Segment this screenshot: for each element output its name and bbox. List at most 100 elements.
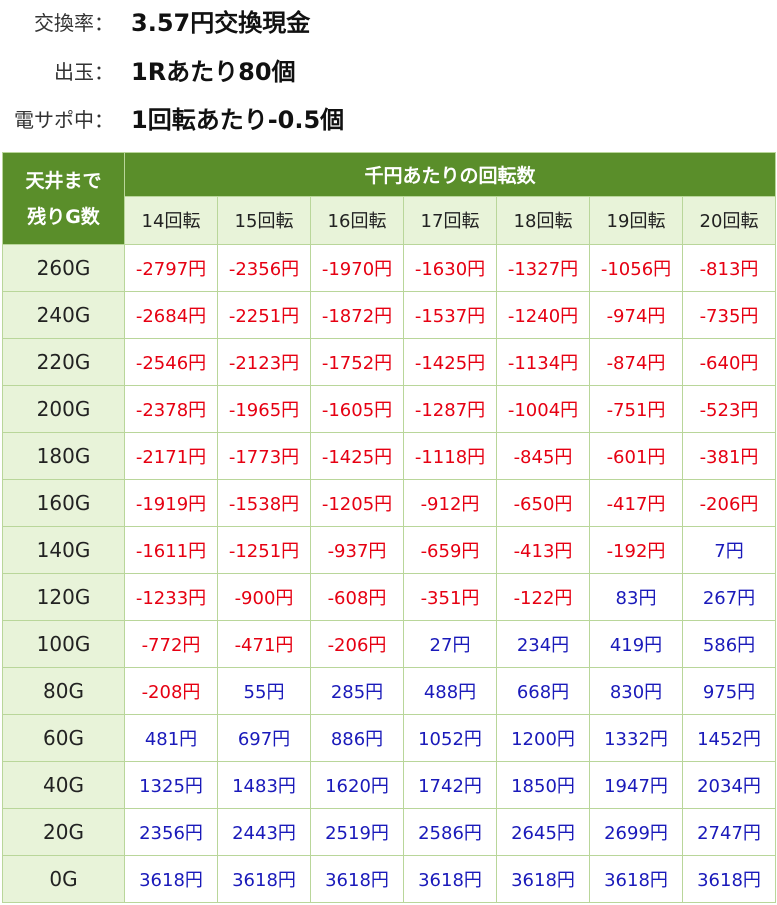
table-cell: -122円 (496, 573, 590, 621)
table-cell: 285円 (310, 667, 404, 715)
table-cell: -1773円 (217, 432, 311, 480)
table-cell: 3618円 (496, 855, 590, 903)
corner-header-line1: 天井まで (25, 169, 102, 192)
table-cell: 1452円 (682, 714, 776, 762)
table-cell: 3618円 (217, 855, 311, 903)
table-cell: 2645円 (496, 808, 590, 856)
row-header: 120G (2, 573, 125, 621)
row-header: 180G (2, 432, 125, 480)
table-cell: -845円 (496, 432, 590, 480)
table-row: 0G 3618円 3618円 3618円 3618円 3618円 3618円 3618円 (2, 855, 776, 903)
column-header: 20回転 (682, 195, 776, 246)
table-cell: -471円 (217, 620, 311, 668)
table-cell: -351円 (403, 573, 497, 621)
table-row: 180G -2171円 -1773円 -1425円 -1118円 -845円 -601円 -3… (2, 432, 776, 480)
row-header: 40G (2, 761, 125, 809)
table-row: 140G -1611円 -1251円 -937円 -659円 -413円 -192円 7円 (2, 526, 776, 574)
table-cell: -900円 (217, 573, 311, 621)
column-header: 19回転 (589, 195, 683, 246)
table-cell: -1056円 (589, 244, 683, 292)
table-cell: -640円 (682, 338, 776, 386)
table-cell: -417円 (589, 479, 683, 527)
table-cell: 3618円 (682, 855, 776, 903)
row-header: 240G (2, 291, 125, 339)
table-row: 80G -208円 55円 285円 488円 668円 830円 975円 (2, 667, 776, 715)
row-header: 80G (2, 667, 125, 715)
exchange-rate-label: 交換率： (34, 11, 114, 35)
spins-per-1000-header: 千円あたりの回転数 (124, 152, 776, 197)
table-row: 260G -2797円 -2356円 -1970円 -1630円 -1327円 -1056円… (2, 244, 776, 292)
table-cell: -1537円 (403, 291, 497, 339)
table-row: 220G -2546円 -2123円 -1752円 -1425円 -1134円 -874円 -… (2, 338, 776, 386)
row-header: 20G (2, 808, 125, 856)
table-cell: -1630円 (403, 244, 497, 292)
table-cell: -735円 (682, 291, 776, 339)
table-cell: 267円 (682, 573, 776, 621)
table-cell: 7円 (682, 526, 776, 574)
table-cell: 3618円 (124, 855, 218, 903)
table-cell: -1134円 (496, 338, 590, 386)
corner-header: 天井まで 残りG数 (2, 152, 125, 245)
table-cell: -1004円 (496, 385, 590, 433)
table-cell: 1483円 (217, 761, 311, 809)
table-cell: 2747円 (682, 808, 776, 856)
exchange-rate-value: 3.57円交換現金 (131, 9, 311, 37)
table-cell: 1850円 (496, 761, 590, 809)
table-cell: -1538円 (217, 479, 311, 527)
table-cell: 668円 (496, 667, 590, 715)
table-cell: -208円 (124, 667, 218, 715)
payout-value: 1Rあたり80個 (131, 58, 296, 86)
table-cell: 488円 (403, 667, 497, 715)
payout-label: 出玉： (54, 60, 114, 84)
table-cell: -751円 (589, 385, 683, 433)
table-cell: -206円 (682, 479, 776, 527)
table-cell: 481円 (124, 714, 218, 762)
table-row: 240G -2684円 -2251円 -1872円 -1537円 -1240円 -974円 -… (2, 291, 776, 339)
payout-row: 出玉： 1Rあたり80個 (0, 52, 777, 92)
row-header: 220G (2, 338, 125, 386)
table-cell: 419円 (589, 620, 683, 668)
table-cell: 27円 (403, 620, 497, 668)
table-cell: -1251円 (217, 526, 311, 574)
table-row: 200G -2378円 -1965円 -1605円 -1287円 -1004円 -751円 -… (2, 385, 776, 433)
table-cell: -1872円 (310, 291, 404, 339)
table-cell: 2443円 (217, 808, 311, 856)
table-cell: -2251円 (217, 291, 311, 339)
support-value: 1回転あたり-0.5個 (131, 106, 345, 134)
table-cell: -381円 (682, 432, 776, 480)
table-cell: 3618円 (310, 855, 404, 903)
table-cell: 2519円 (310, 808, 404, 856)
row-header: 60G (2, 714, 125, 762)
table-cell: -206円 (310, 620, 404, 668)
table-row: 40G 1325円 1483円 1620円 1742円 1850円 1947円 2034円 (2, 761, 776, 809)
table-row: 60G 481円 697円 886円 1052円 1200円 1332円 1452円 (2, 714, 776, 762)
table-cell: -912円 (403, 479, 497, 527)
table-cell: -1205円 (310, 479, 404, 527)
table-cell: -1965円 (217, 385, 311, 433)
table-cell: -601円 (589, 432, 683, 480)
table-cell: 2034円 (682, 761, 776, 809)
table-row: 160G -1919円 -1538円 -1205円 -912円 -650円 -417円 -20… (2, 479, 776, 527)
support-row: 電サポ中： 1回転あたり-0.5個 (0, 100, 777, 140)
column-header: 18回転 (496, 195, 590, 246)
table-cell: 1620円 (310, 761, 404, 809)
table-cell: -2684円 (124, 291, 218, 339)
corner-header-line2: 残りG数 (27, 205, 100, 228)
table-cell: 1052円 (403, 714, 497, 762)
table-row: 100G -772円 -471円 -206円 27円 234円 419円 586円 (2, 620, 776, 668)
table-cell: -650円 (496, 479, 590, 527)
table-cell: -2546円 (124, 338, 218, 386)
table-cell: 1742円 (403, 761, 497, 809)
row-header: 160G (2, 479, 125, 527)
table-cell: -2123円 (217, 338, 311, 386)
row-header: 0G (2, 855, 125, 903)
row-header: 140G (2, 526, 125, 574)
table-cell: -608円 (310, 573, 404, 621)
table-cell: -2378円 (124, 385, 218, 433)
table-cell: -659円 (403, 526, 497, 574)
table-cell: 1947円 (589, 761, 683, 809)
table-cell: 55円 (217, 667, 311, 715)
table-cell: -192円 (589, 526, 683, 574)
table-cell: -1605円 (310, 385, 404, 433)
table-cell: -874円 (589, 338, 683, 386)
